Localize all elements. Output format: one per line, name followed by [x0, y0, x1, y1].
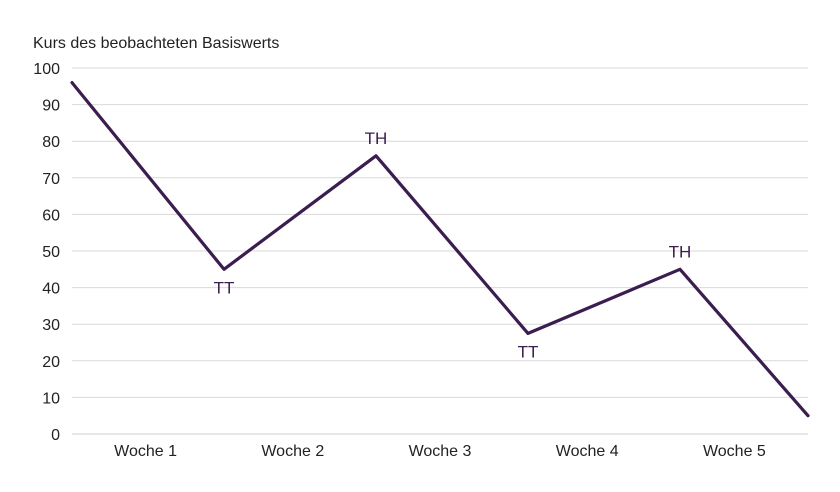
annotation-label: TT: [518, 342, 539, 361]
series-line: [70, 80, 810, 418]
y-tick-label: 10: [42, 390, 60, 407]
x-tick-label: Woche 1: [114, 443, 177, 460]
y-tick-label: 70: [42, 171, 60, 188]
series-layer: [70, 80, 810, 418]
y-tick-label: 100: [33, 61, 60, 78]
y-axis-label: Kurs des beobachteten Basiswerts: [33, 35, 279, 52]
annotation-label: TH: [669, 242, 692, 261]
annotation-label: TH: [365, 129, 388, 148]
y-tick-label: 80: [42, 134, 60, 151]
x-tick-label: Woche 5: [703, 443, 766, 460]
x-tick-label: Woche 4: [556, 443, 619, 460]
x-tick-labels: Woche 1 Woche 2 Woche 3 Woche 4 Woche 5: [114, 443, 766, 460]
x-tick-label: Woche 3: [409, 443, 472, 460]
annotations: TT TH TT TH: [214, 129, 692, 362]
x-tick-label: Woche 2: [261, 443, 324, 460]
y-tick-label: 0: [51, 427, 60, 444]
annotation-label: TT: [214, 278, 235, 297]
y-tick-label: 50: [42, 244, 60, 261]
y-tick-label: 60: [42, 207, 60, 224]
grid-lines: [72, 67, 808, 435]
y-tick-label: 20: [42, 354, 60, 371]
y-tick-label: 40: [42, 281, 60, 298]
y-tick-label: 90: [42, 98, 60, 115]
y-tick-labels: 0 10 20 30 40 50 60 70 80 90 100: [33, 61, 60, 444]
y-tick-label: 30: [42, 317, 60, 334]
